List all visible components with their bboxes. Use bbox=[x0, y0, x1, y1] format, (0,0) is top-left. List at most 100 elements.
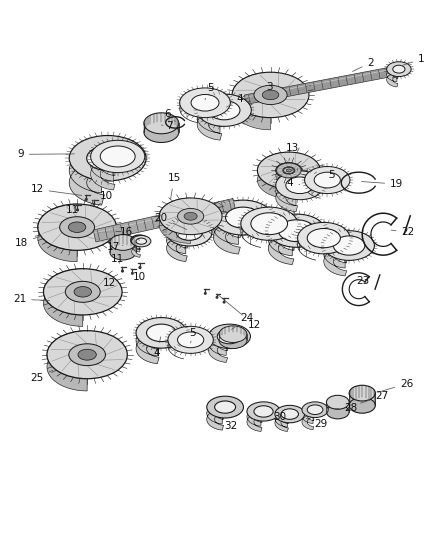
Ellipse shape bbox=[307, 405, 323, 415]
Ellipse shape bbox=[177, 208, 204, 224]
Ellipse shape bbox=[147, 324, 176, 342]
Text: 3: 3 bbox=[266, 82, 273, 95]
Ellipse shape bbox=[213, 200, 273, 235]
Ellipse shape bbox=[262, 90, 279, 100]
Ellipse shape bbox=[254, 85, 287, 104]
Ellipse shape bbox=[168, 326, 213, 353]
Circle shape bbox=[93, 204, 95, 205]
Text: 1: 1 bbox=[402, 54, 425, 66]
Ellipse shape bbox=[110, 244, 136, 260]
Text: 32: 32 bbox=[224, 417, 237, 431]
Text: 5: 5 bbox=[189, 328, 196, 343]
Ellipse shape bbox=[286, 169, 291, 172]
Text: 12: 12 bbox=[30, 184, 82, 196]
Ellipse shape bbox=[219, 326, 247, 343]
Polygon shape bbox=[93, 198, 236, 242]
Text: 11: 11 bbox=[65, 205, 78, 215]
Text: 15: 15 bbox=[167, 173, 181, 199]
Ellipse shape bbox=[276, 163, 302, 179]
Ellipse shape bbox=[132, 236, 151, 247]
Text: 6: 6 bbox=[164, 109, 175, 122]
Text: 5: 5 bbox=[328, 171, 335, 180]
Ellipse shape bbox=[184, 212, 197, 220]
Polygon shape bbox=[247, 407, 262, 431]
Ellipse shape bbox=[65, 281, 100, 302]
Ellipse shape bbox=[69, 344, 106, 366]
Text: 28: 28 bbox=[335, 403, 358, 414]
Ellipse shape bbox=[180, 88, 230, 118]
Ellipse shape bbox=[297, 222, 350, 254]
Ellipse shape bbox=[176, 224, 202, 240]
Ellipse shape bbox=[217, 329, 242, 344]
Ellipse shape bbox=[69, 135, 146, 181]
Text: 7: 7 bbox=[161, 122, 173, 132]
Polygon shape bbox=[268, 223, 294, 264]
Circle shape bbox=[205, 293, 206, 294]
Ellipse shape bbox=[215, 401, 236, 413]
Text: 9: 9 bbox=[17, 149, 74, 159]
Text: 4: 4 bbox=[287, 177, 300, 188]
Ellipse shape bbox=[393, 65, 405, 73]
Ellipse shape bbox=[100, 146, 135, 167]
Ellipse shape bbox=[159, 198, 222, 235]
Ellipse shape bbox=[191, 94, 219, 111]
Ellipse shape bbox=[307, 229, 340, 248]
Polygon shape bbox=[38, 204, 77, 262]
Ellipse shape bbox=[349, 385, 375, 401]
Polygon shape bbox=[91, 149, 115, 190]
Ellipse shape bbox=[281, 409, 298, 419]
Polygon shape bbox=[387, 67, 398, 87]
Circle shape bbox=[216, 297, 218, 298]
Ellipse shape bbox=[251, 213, 288, 235]
Text: 10: 10 bbox=[131, 269, 146, 281]
Ellipse shape bbox=[314, 172, 340, 188]
Text: 10: 10 bbox=[92, 191, 113, 201]
Polygon shape bbox=[232, 72, 271, 130]
Text: 29: 29 bbox=[306, 418, 328, 429]
Ellipse shape bbox=[47, 330, 127, 379]
Ellipse shape bbox=[304, 166, 350, 193]
Ellipse shape bbox=[43, 269, 122, 315]
Ellipse shape bbox=[247, 402, 280, 421]
Polygon shape bbox=[159, 198, 191, 244]
Text: 22: 22 bbox=[391, 227, 415, 237]
Ellipse shape bbox=[60, 217, 95, 238]
Ellipse shape bbox=[166, 219, 212, 246]
Ellipse shape bbox=[68, 222, 86, 232]
Ellipse shape bbox=[136, 318, 187, 348]
Ellipse shape bbox=[326, 405, 349, 419]
Text: 11: 11 bbox=[111, 254, 124, 264]
Polygon shape bbox=[166, 227, 187, 262]
Ellipse shape bbox=[387, 62, 411, 77]
Text: 18: 18 bbox=[14, 236, 42, 247]
Ellipse shape bbox=[284, 167, 294, 174]
Polygon shape bbox=[276, 177, 297, 212]
Polygon shape bbox=[258, 152, 289, 198]
Ellipse shape bbox=[177, 332, 204, 348]
Text: 5: 5 bbox=[205, 83, 213, 100]
Ellipse shape bbox=[136, 238, 147, 244]
Ellipse shape bbox=[74, 287, 92, 297]
Text: 30: 30 bbox=[274, 412, 287, 422]
Text: 24: 24 bbox=[232, 313, 253, 329]
Ellipse shape bbox=[208, 324, 251, 349]
Ellipse shape bbox=[333, 236, 365, 255]
Text: 13: 13 bbox=[286, 143, 299, 161]
Polygon shape bbox=[275, 410, 288, 431]
Text: 19: 19 bbox=[361, 179, 403, 189]
Polygon shape bbox=[136, 326, 159, 364]
Ellipse shape bbox=[91, 140, 145, 173]
Ellipse shape bbox=[302, 402, 328, 417]
Circle shape bbox=[131, 272, 133, 274]
Polygon shape bbox=[47, 330, 87, 391]
Text: 4: 4 bbox=[226, 94, 243, 107]
Ellipse shape bbox=[38, 204, 117, 251]
Polygon shape bbox=[276, 163, 289, 183]
Circle shape bbox=[77, 209, 78, 211]
Ellipse shape bbox=[275, 405, 304, 423]
Ellipse shape bbox=[276, 171, 324, 200]
Text: 27: 27 bbox=[360, 391, 389, 403]
Polygon shape bbox=[213, 210, 240, 254]
Circle shape bbox=[139, 266, 141, 269]
Text: 4: 4 bbox=[153, 337, 161, 358]
